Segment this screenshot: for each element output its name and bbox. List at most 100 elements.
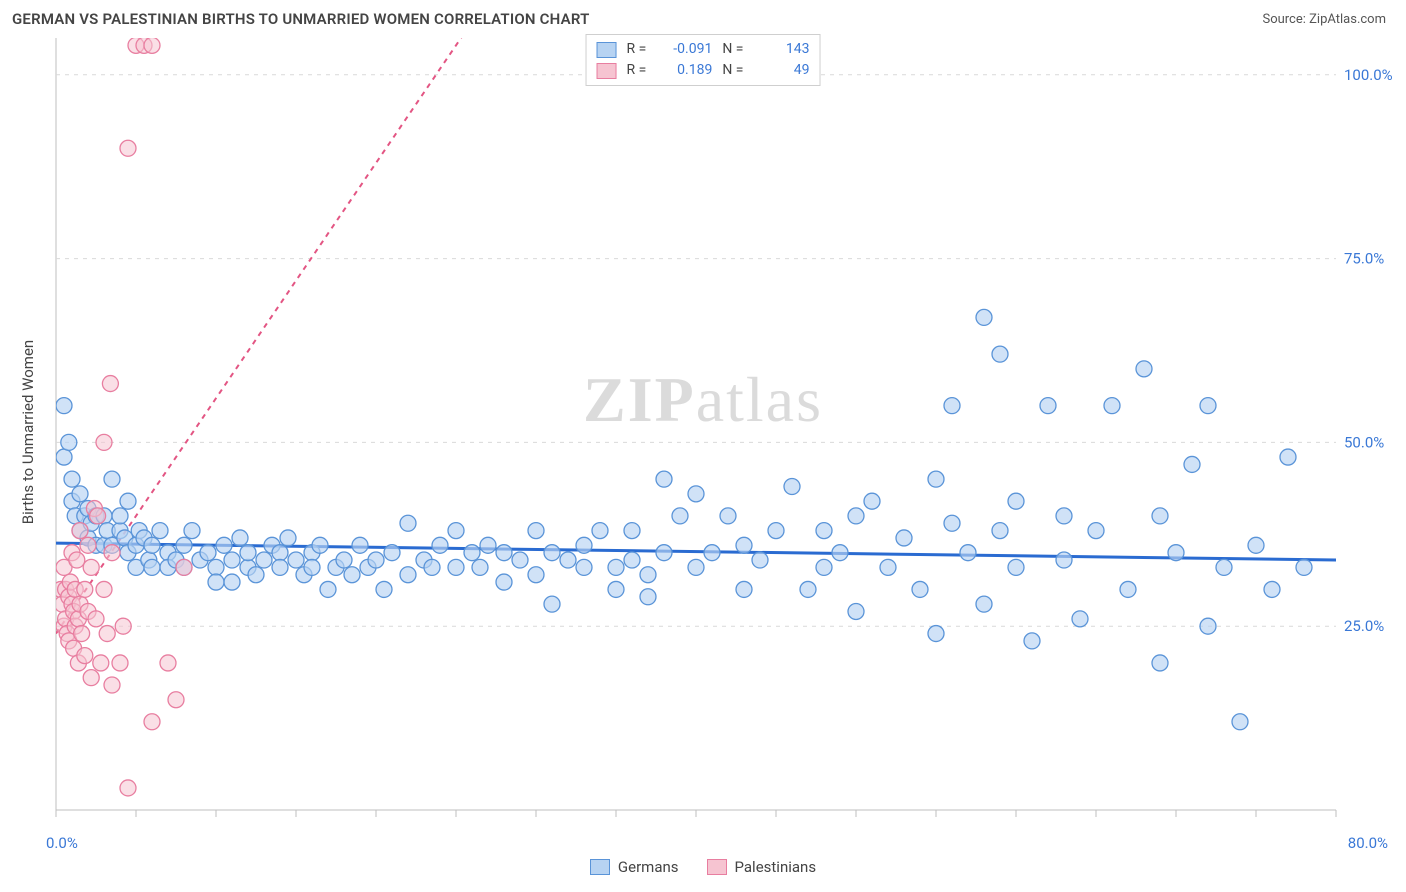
chart-area: Births to Unmarried Women 25.0%50.0%75.0… (10, 32, 1396, 832)
data-point (880, 559, 896, 575)
data-point (1184, 456, 1200, 472)
data-point (672, 508, 688, 524)
data-point (656, 545, 672, 561)
data-point (256, 552, 272, 568)
data-point (304, 559, 320, 575)
data-point (784, 478, 800, 494)
data-point (928, 471, 944, 487)
data-point (848, 603, 864, 619)
data-point (1152, 655, 1168, 671)
data-point (61, 434, 77, 450)
data-point (1152, 508, 1168, 524)
x-axis-end-labels: 0.0% 80.0% (46, 834, 1388, 852)
data-point (224, 552, 240, 568)
data-point (102, 376, 118, 392)
data-point (464, 545, 480, 561)
data-point (120, 493, 136, 509)
data-point (232, 530, 248, 546)
data-point (1104, 398, 1120, 414)
data-point (104, 545, 120, 561)
data-point (928, 626, 944, 642)
data-point (424, 559, 440, 575)
data-point (99, 626, 115, 642)
data-point (1200, 398, 1216, 414)
x-max-label: 80.0% (1348, 834, 1388, 852)
series-legend-item: Germans (590, 858, 679, 876)
data-point (144, 714, 160, 730)
data-point (1088, 523, 1104, 539)
data-point (144, 537, 160, 553)
data-point (176, 559, 192, 575)
data-point (1280, 449, 1296, 465)
data-point (528, 523, 544, 539)
y-tick-label: 25.0% (1344, 617, 1384, 635)
legend-r-label: R = (627, 60, 647, 81)
data-point (112, 655, 128, 671)
data-point (312, 537, 328, 553)
data-point (624, 552, 640, 568)
data-point (656, 471, 672, 487)
data-point (544, 545, 560, 561)
data-point (1008, 559, 1024, 575)
data-point (512, 552, 528, 568)
data-point (200, 545, 216, 561)
data-point (1248, 537, 1264, 553)
data-point (1024, 633, 1040, 649)
data-point (72, 523, 88, 539)
data-point (96, 581, 112, 597)
scatter-chart: 25.0%50.0%75.0%100.0% (10, 32, 1396, 832)
source-name: ZipAtlas.com (1309, 12, 1386, 27)
data-point (944, 398, 960, 414)
data-point (864, 493, 880, 509)
legend-n-label: N = (722, 39, 743, 60)
data-point (640, 567, 656, 583)
data-point (944, 515, 960, 531)
data-point (344, 567, 360, 583)
data-point (400, 567, 416, 583)
data-point (576, 559, 592, 575)
data-point (448, 559, 464, 575)
data-point (816, 559, 832, 575)
data-point (736, 537, 752, 553)
data-point (560, 552, 576, 568)
data-point (768, 523, 784, 539)
data-point (848, 508, 864, 524)
palestinians-points (53, 37, 192, 796)
legend-row: R =0.189N =49 (597, 60, 810, 81)
data-point (400, 515, 416, 531)
data-point (112, 508, 128, 524)
data-point (336, 552, 352, 568)
data-point (88, 611, 104, 627)
data-point (896, 530, 912, 546)
legend-swatch (590, 859, 610, 875)
data-point (832, 545, 848, 561)
data-point (56, 449, 72, 465)
data-point (184, 523, 200, 539)
data-point (1056, 552, 1072, 568)
data-point (120, 780, 136, 796)
data-point (912, 581, 928, 597)
data-point (992, 346, 1008, 362)
data-point (1264, 581, 1280, 597)
data-point (248, 567, 264, 583)
y-tick-label: 50.0% (1344, 433, 1384, 451)
data-point (224, 574, 240, 590)
data-point (472, 559, 488, 575)
data-point (376, 581, 392, 597)
data-point (1056, 508, 1072, 524)
data-point (480, 537, 496, 553)
data-point (208, 574, 224, 590)
data-point (800, 581, 816, 597)
source-label: Source: ZipAtlas.com (1262, 12, 1386, 27)
legend-n-value: 143 (753, 39, 809, 60)
data-point (496, 574, 512, 590)
data-point (144, 37, 160, 53)
x-min-label: 0.0% (46, 834, 78, 852)
data-point (816, 523, 832, 539)
germans-points (56, 309, 1312, 729)
series-legend-label: Germans (618, 858, 679, 876)
data-point (640, 589, 656, 605)
data-point (216, 537, 232, 553)
source-prefix: Source: (1262, 12, 1309, 27)
data-point (64, 471, 80, 487)
